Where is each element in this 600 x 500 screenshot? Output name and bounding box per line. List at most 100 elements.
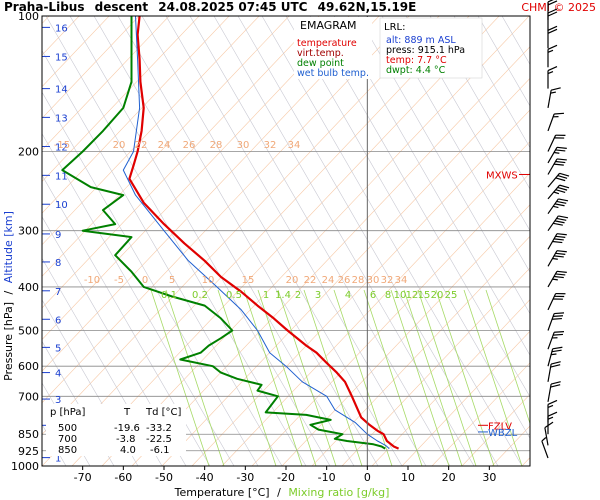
isotherm-label: 34 — [288, 140, 301, 151]
wind-barb-flag — [550, 364, 561, 368]
isotherm-label: 32 — [381, 275, 394, 286]
temp-tick-label: 0 — [364, 471, 371, 484]
pressure-tick-label: 925 — [18, 445, 39, 458]
isotherm-label: 24 — [158, 140, 171, 151]
wind-barb-flag — [553, 298, 563, 300]
wind-barb-flag — [556, 146, 567, 149]
table-header-td: Td [°C] — [145, 407, 182, 418]
isotherm-line — [281, 204, 530, 466]
x-axis-title-sep: / — [277, 486, 281, 499]
altitude-tick-label: 13 — [55, 113, 68, 124]
wind-barb-flag — [547, 0, 554, 3]
mixing-ratio-line — [243, 289, 303, 466]
dry-adiabat-line — [42, 299, 139, 466]
isotherm-line — [42, 16, 290, 277]
isotherm-label: 20 — [286, 275, 299, 286]
lrl-box: LRL: alt: 889 m ASL press: 915.1 hPa tem… — [379, 17, 483, 79]
temp-tick-label: -20 — [277, 471, 295, 484]
y-axis-title-altitude: Altitude [km] — [2, 211, 15, 283]
mxws-label: MXWS — [486, 170, 518, 181]
isotherm-label: 34 — [395, 275, 408, 286]
dry-adiabat-line — [357, 16, 530, 315]
table-row-td: -22.5 — [146, 434, 172, 445]
wind-barb-flag — [553, 275, 564, 279]
isotherm-label: 22 — [135, 140, 148, 151]
isotherm-label: 5 — [169, 275, 175, 286]
wind-barb — [547, 134, 566, 152]
wind-barb-flag — [553, 163, 564, 166]
mixing-ratio-label: 3 — [315, 290, 321, 301]
table-row-p: 850 — [58, 445, 77, 456]
dry-adiabat-line — [429, 16, 530, 190]
mixing-ratio-label: 1 — [263, 290, 269, 301]
wind-barb-flag — [550, 361, 561, 365]
wind-barb-flag — [547, 0, 558, 6]
wind-barb-flag — [554, 137, 565, 139]
y-axis-title: Pressure [hPa] / Altitude [km] — [2, 211, 15, 381]
wind-barb-flag — [556, 217, 567, 221]
legend-background — [294, 17, 372, 79]
isotherm-label: 20 — [113, 140, 126, 151]
wind-barb-flag — [556, 233, 567, 236]
dry-adiabat-line — [309, 16, 530, 398]
pressure-tick-label: 100 — [18, 10, 39, 23]
wind-barb-shaft — [547, 348, 554, 367]
dry-adiabat-line — [42, 382, 91, 466]
legend-temperature: temperature — [297, 38, 357, 49]
wind-barb-half — [552, 337, 558, 339]
wind-barb — [547, 361, 561, 382]
wind-barb-flag — [558, 198, 569, 202]
wind-barb-shaft — [547, 233, 558, 250]
wind-barb — [547, 158, 567, 175]
legend-virt-temp: virt.temp. — [297, 48, 344, 59]
dry-adiabat-line — [237, 16, 499, 466]
wind-barb-flag — [553, 238, 564, 241]
table-row-t: -3.8 — [116, 434, 136, 445]
table-background — [46, 404, 186, 456]
wind-barb-flag — [558, 215, 569, 219]
wind-barb-flag — [547, 66, 558, 72]
table-row-t: 4.0 — [120, 445, 136, 456]
legend: EMAGRAM temperature virt.temp. dew point… — [294, 17, 372, 79]
isotherm-line — [42, 16, 380, 372]
dry-adiabat-line — [189, 16, 451, 466]
wind-barb-flag — [556, 158, 567, 161]
altitude-tick-label: 7 — [55, 287, 61, 298]
isotherm-label: 24 — [322, 275, 335, 286]
mixing-ratio-line — [417, 289, 477, 466]
mixing-ratio-label: 10 — [394, 290, 407, 301]
wind-barb-half — [552, 257, 558, 260]
wind-barb — [547, 381, 561, 402]
mixing-ratio-line — [435, 289, 495, 466]
wind-barb-flag — [555, 160, 566, 164]
wind-barb-flag — [555, 134, 566, 136]
mode-label: descent — [95, 0, 149, 14]
altitude-tick-label: 4 — [55, 369, 61, 380]
wind-barb-half — [547, 49, 554, 53]
wind-barb — [547, 215, 569, 232]
mixing-ratio-label: 6 — [370, 290, 376, 301]
dry-adiabat-line — [477, 16, 530, 107]
wind-barb-flag — [554, 295, 565, 298]
mixing-ratio-label: 0.2 — [192, 290, 208, 301]
wind-barb-flag — [547, 28, 558, 34]
mixing-ratio-label: 0.1 — [161, 290, 177, 301]
isotherm-label: 26 — [183, 140, 196, 151]
altitude-tick-label: 5 — [55, 343, 61, 354]
dry-adiabat-line — [42, 216, 187, 466]
dry-adiabat-line — [42, 133, 235, 466]
temp-tick-label: -30 — [236, 471, 254, 484]
wind-barb-flag — [555, 149, 566, 152]
mixing-ratio-label: 12 — [406, 290, 419, 301]
dry-adiabat-line — [333, 16, 530, 356]
lrl-temp: temp: 7.7 °C — [386, 55, 447, 66]
mixing-ratio-line — [403, 289, 463, 466]
isotherm-line — [42, 16, 470, 466]
wind-barb-shaft — [544, 427, 549, 446]
legend-wet-bulb: wet bulb temp. — [297, 68, 369, 79]
wind-barb-flag — [547, 11, 558, 17]
mixing-ratio-label: 25 — [445, 290, 458, 301]
pressure-tick-label: 400 — [18, 281, 39, 294]
wind-barb-half — [553, 191, 560, 195]
wind-barbs — [541, 0, 570, 459]
